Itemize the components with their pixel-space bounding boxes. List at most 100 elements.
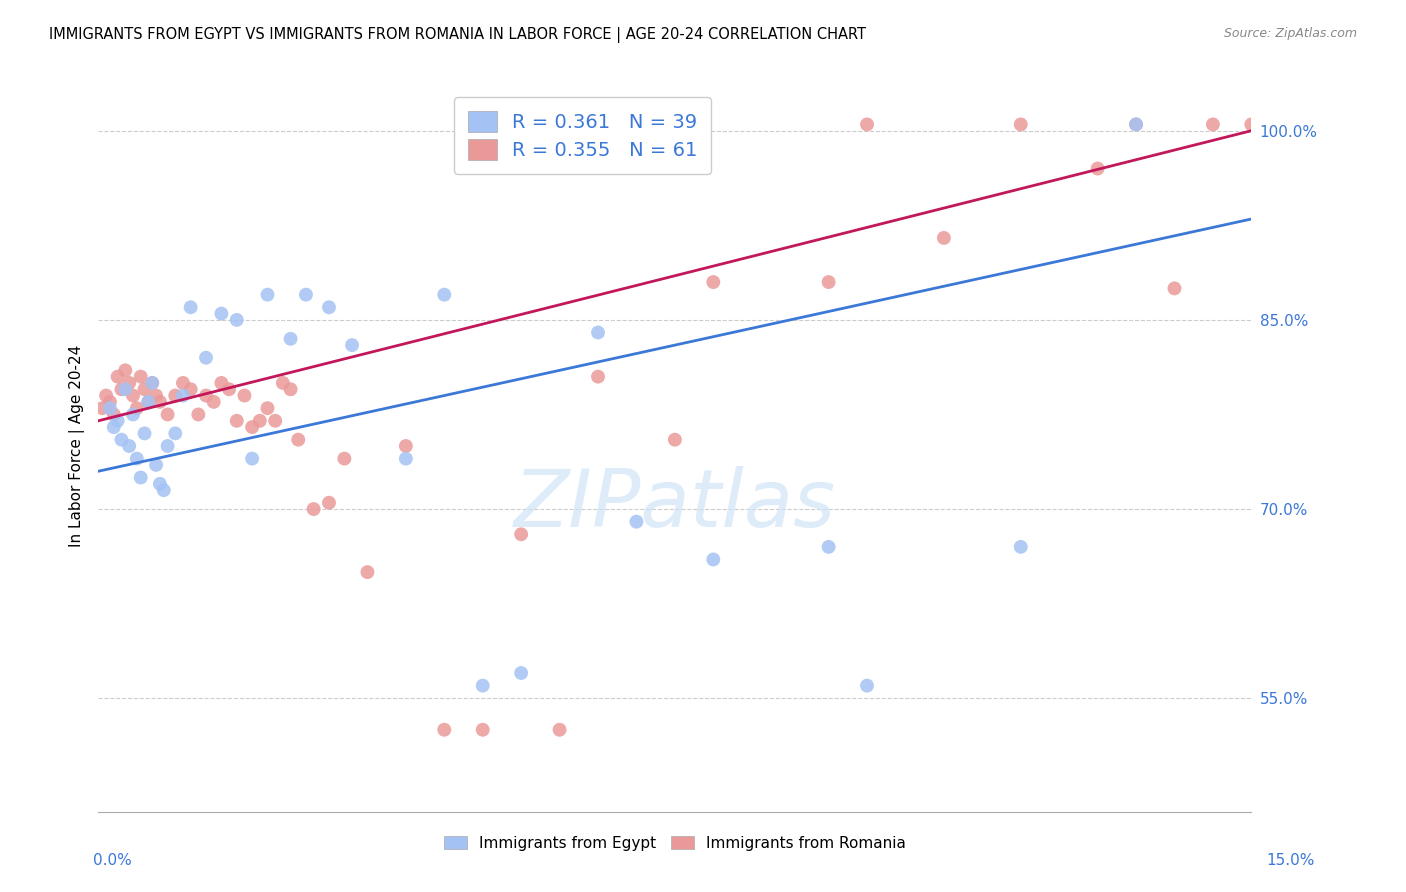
Point bbox=[156, 439, 179, 453]
Point bbox=[856, 117, 879, 131]
Text: 15.0%: 15.0% bbox=[1267, 853, 1315, 868]
Point bbox=[395, 451, 418, 466]
Point bbox=[134, 426, 156, 441]
Point bbox=[586, 326, 609, 340]
Point bbox=[125, 401, 148, 416]
Point bbox=[225, 414, 247, 428]
Point bbox=[240, 451, 263, 466]
Point bbox=[264, 414, 287, 428]
Point bbox=[114, 363, 136, 377]
Text: Source: ZipAtlas.com: Source: ZipAtlas.com bbox=[1223, 27, 1357, 40]
Point bbox=[433, 723, 456, 737]
Point bbox=[280, 332, 302, 346]
Point bbox=[138, 395, 160, 409]
Point bbox=[152, 483, 174, 497]
Point bbox=[318, 300, 340, 314]
Point bbox=[180, 382, 202, 396]
Point bbox=[295, 287, 318, 301]
Point bbox=[256, 401, 278, 416]
Point bbox=[271, 376, 294, 390]
Point bbox=[471, 723, 494, 737]
Text: ZIPatlas: ZIPatlas bbox=[513, 466, 837, 543]
Point bbox=[107, 369, 129, 384]
Point bbox=[129, 470, 152, 484]
Point bbox=[433, 287, 456, 301]
Point bbox=[1202, 117, 1225, 131]
Point bbox=[280, 382, 302, 396]
Point bbox=[118, 376, 141, 390]
Point bbox=[702, 275, 724, 289]
Point bbox=[1260, 231, 1282, 245]
Point bbox=[114, 382, 136, 396]
Point bbox=[395, 439, 418, 453]
Point bbox=[149, 476, 172, 491]
Point bbox=[98, 395, 121, 409]
Point bbox=[202, 395, 225, 409]
Point bbox=[125, 451, 148, 466]
Point bbox=[1163, 281, 1185, 295]
Point bbox=[1010, 117, 1032, 131]
Point bbox=[165, 388, 187, 402]
Point bbox=[110, 433, 132, 447]
Point bbox=[180, 300, 202, 314]
Point bbox=[1010, 540, 1032, 554]
Point bbox=[172, 376, 194, 390]
Point bbox=[817, 275, 839, 289]
Point bbox=[141, 376, 163, 390]
Point bbox=[1125, 117, 1147, 131]
Point bbox=[225, 313, 247, 327]
Point bbox=[165, 426, 187, 441]
Point bbox=[172, 388, 194, 402]
Point bbox=[318, 496, 340, 510]
Point bbox=[122, 408, 145, 422]
Point bbox=[856, 679, 879, 693]
Point bbox=[103, 420, 125, 434]
Point bbox=[626, 515, 648, 529]
Point bbox=[94, 388, 117, 402]
Point bbox=[932, 231, 955, 245]
Point bbox=[1125, 117, 1147, 131]
Point bbox=[107, 414, 129, 428]
Point bbox=[138, 395, 160, 409]
Point bbox=[122, 388, 145, 402]
Point bbox=[110, 382, 132, 396]
Point bbox=[1263, 231, 1285, 245]
Point bbox=[510, 665, 533, 680]
Point bbox=[356, 565, 378, 579]
Point bbox=[209, 307, 232, 321]
Point bbox=[1251, 275, 1274, 289]
Point bbox=[187, 408, 209, 422]
Point bbox=[134, 382, 156, 396]
Point bbox=[548, 723, 571, 737]
Point bbox=[249, 414, 271, 428]
Legend: Immigrants from Egypt, Immigrants from Romania: Immigrants from Egypt, Immigrants from R… bbox=[439, 831, 911, 855]
Point bbox=[91, 401, 114, 416]
Point bbox=[141, 376, 163, 390]
Point bbox=[510, 527, 533, 541]
Point bbox=[129, 369, 152, 384]
Point bbox=[233, 388, 256, 402]
Text: IMMIGRANTS FROM EGYPT VS IMMIGRANTS FROM ROMANIA IN LABOR FORCE | AGE 20-24 CORR: IMMIGRANTS FROM EGYPT VS IMMIGRANTS FROM… bbox=[49, 27, 866, 43]
Point bbox=[156, 408, 179, 422]
Point bbox=[302, 502, 325, 516]
Point bbox=[702, 552, 724, 566]
Point bbox=[218, 382, 240, 396]
Point bbox=[103, 408, 125, 422]
Point bbox=[145, 388, 167, 402]
Point bbox=[149, 395, 172, 409]
Point bbox=[626, 117, 648, 131]
Point bbox=[333, 451, 356, 466]
Y-axis label: In Labor Force | Age 20-24: In Labor Force | Age 20-24 bbox=[69, 345, 84, 547]
Point bbox=[287, 433, 309, 447]
Point bbox=[586, 369, 609, 384]
Point bbox=[340, 338, 363, 352]
Point bbox=[1087, 161, 1109, 176]
Point bbox=[1256, 117, 1278, 131]
Point bbox=[1247, 117, 1270, 131]
Point bbox=[98, 401, 121, 416]
Point bbox=[145, 458, 167, 472]
Point bbox=[195, 388, 218, 402]
Point bbox=[471, 679, 494, 693]
Point bbox=[195, 351, 218, 365]
Point bbox=[240, 420, 263, 434]
